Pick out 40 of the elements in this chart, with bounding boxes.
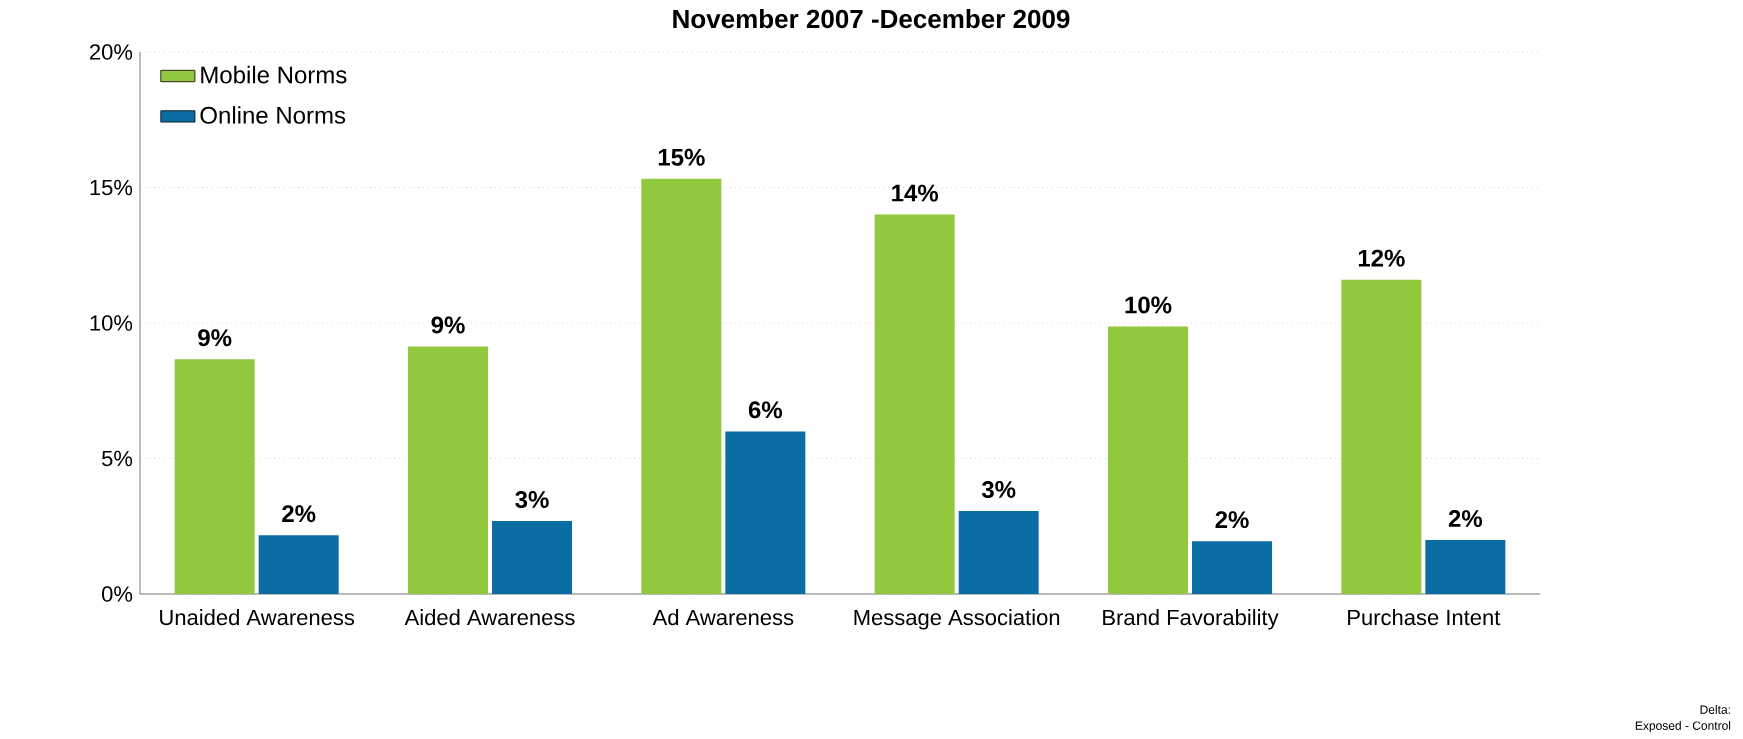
- text: Delta:: [1700, 705, 1730, 714]
- bar: [874, 214, 955, 595]
- bar: [492, 521, 573, 595]
- x-tick-label: Message Association: [854, 609, 1060, 630]
- x-tick-label: Unaided Awareness: [160, 609, 355, 626]
- chart-title: November 2007 -December 2009: [673, 9, 1070, 29]
- y-tick-label: 15%: [90, 179, 133, 196]
- data-label: 2%: [282, 505, 316, 523]
- data-label: 9%: [431, 316, 465, 334]
- bar: [641, 178, 722, 595]
- data-label: 6%: [748, 401, 783, 419]
- bar: [725, 431, 806, 595]
- data-label: 12%: [1358, 249, 1405, 267]
- legend-label: Mobile Norms: [201, 65, 347, 84]
- data-label: 3%: [515, 491, 549, 509]
- data-label: 9%: [198, 329, 232, 347]
- text: Exposed - Control: [1635, 721, 1731, 733]
- bar: [258, 535, 339, 595]
- y-tick-label: 0%: [101, 586, 133, 602]
- data-label: 14%: [892, 184, 939, 202]
- data-label: 15%: [658, 148, 705, 166]
- bar: [1341, 279, 1422, 595]
- data-label: 2%: [1215, 511, 1249, 529]
- x-tick-label: Brand Favorability: [1103, 609, 1279, 630]
- bar: [958, 511, 1039, 595]
- y-tick-label: 5%: [102, 450, 133, 467]
- x-tick-label: Ad Awareness: [652, 609, 794, 626]
- bar: [1192, 541, 1273, 595]
- data-label: 3%: [981, 481, 1016, 499]
- bar: [1108, 326, 1189, 595]
- data-label: 2%: [1448, 510, 1483, 528]
- bar: [174, 359, 255, 595]
- bar: [1425, 540, 1506, 595]
- legend-label: Online Norms: [200, 106, 346, 124]
- x-tick-label: Purchase Intent: [1348, 609, 1501, 626]
- y-tick-label: 10%: [90, 315, 133, 331]
- x-tick-label: Aided Awareness: [404, 609, 575, 626]
- y-tick-label: 20%: [90, 44, 133, 60]
- bar: [408, 346, 489, 595]
- data-label: 10%: [1125, 296, 1172, 314]
